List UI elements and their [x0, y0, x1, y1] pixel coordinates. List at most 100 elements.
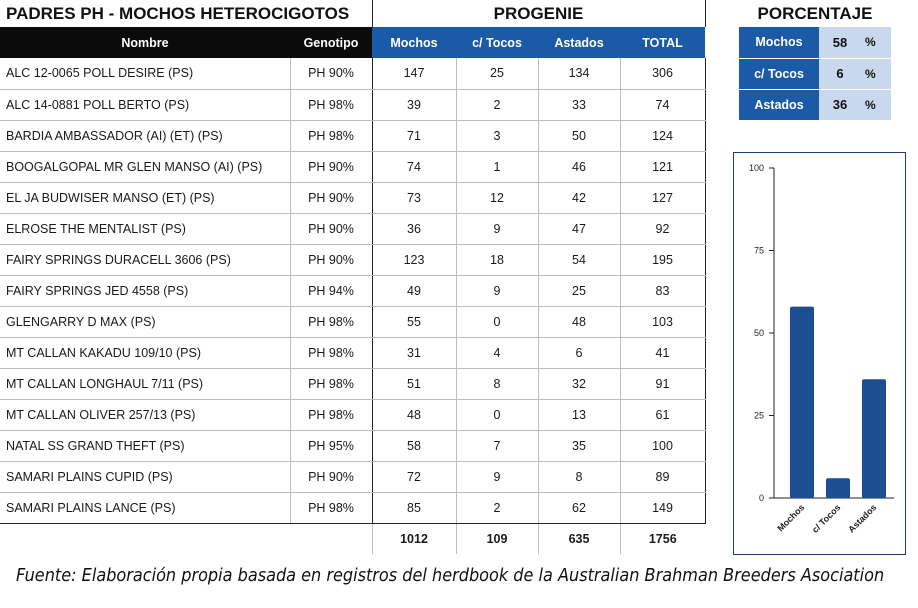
cell-total: 149 — [620, 492, 706, 524]
cell-total: 92 — [620, 213, 706, 245]
cell-tocos: 12 — [456, 182, 539, 214]
cell-nombre: MT CALLAN KAKADU 109/10 (PS) — [0, 337, 291, 369]
cell-total: 195 — [620, 244, 706, 276]
cell-genotipo: PH 98% — [290, 492, 373, 524]
cell-astados: 50 — [538, 120, 621, 152]
porcentaje-title: PORCENTAJE — [757, 4, 873, 23]
cell-mochos: 48 — [372, 399, 457, 431]
header-astados: Astados — [538, 27, 620, 58]
table-row: FAIRY SPRINGS DURACELL 3606 (PS) PH 90% 12… — [0, 244, 706, 276]
cell-tocos: 0 — [456, 399, 539, 431]
porcentaje-value: 58 — [819, 27, 861, 59]
table-body: ALC 12-0065 POLL DESIRE (PS) PH 90% 147 25 1… — [0, 58, 706, 524]
bar — [862, 379, 886, 498]
cell-mochos: 39 — [372, 89, 457, 121]
cell-mochos: 58 — [372, 430, 457, 462]
total-total: 1756 — [648, 531, 677, 546]
cell-tocos: 3 — [456, 120, 539, 152]
header-total: TOTAL — [620, 27, 705, 58]
cell-astados: 48 — [538, 306, 621, 338]
porcentaje-label: Astados — [739, 89, 819, 121]
cell-genotipo: PH 90% — [290, 58, 373, 90]
porcentaje-row: c/ Tocos 6 % — [739, 58, 891, 90]
table-title: PADRES PH - MOCHOS HETEROCIGOTOS — [0, 0, 373, 27]
cell-mochos: 73 — [372, 182, 457, 214]
cell-tocos: 4 — [456, 337, 539, 369]
cell-genotipo: PH 98% — [290, 89, 373, 121]
cell-mochos: 72 — [372, 461, 457, 493]
table-row: GLENGARRY D MAX (PS) PH 98% 55 0 48 103 — [0, 306, 706, 338]
porcentaje-label: c/ Tocos — [739, 58, 819, 90]
cell-tocos: 25 — [456, 58, 539, 90]
table-row: SAMARI PLAINS CUPID (PS) PH 90% 72 9 8 89 — [0, 461, 706, 493]
cell-genotipo: PH 98% — [290, 120, 373, 152]
cell-astados: 13 — [538, 399, 621, 431]
x-tick-label: Mochos — [775, 502, 806, 533]
porcentaje-unit: % — [861, 27, 891, 59]
cell-genotipo: PH 98% — [290, 368, 373, 400]
porcentaje-table: Mochos 58 % c/ Tocos 6 % Astados 36 % — [739, 27, 891, 121]
cell-astados: 62 — [538, 492, 621, 524]
cell-total: 100 — [620, 430, 706, 462]
cell-nombre: SAMARI PLAINS LANCE (PS) — [0, 492, 291, 524]
bar — [790, 306, 814, 498]
cell-mochos: 85 — [372, 492, 457, 524]
total-astados: 635 — [538, 523, 621, 554]
x-tick-label: c/ Tocos — [810, 502, 842, 534]
cell-nombre: ALC 14-0881 POLL BERTO (PS) — [0, 89, 291, 121]
cell-nombre: ELROSE THE MENTALIST (PS) — [0, 213, 291, 245]
table-row: ALC 14-0881 POLL BERTO (PS) PH 98% 39 2 33 74 — [0, 89, 706, 121]
porcentaje-value: 6 — [819, 58, 861, 90]
cell-tocos: 9 — [456, 213, 539, 245]
x-tick-label: Astados — [846, 502, 878, 534]
cell-tocos: 2 — [456, 89, 539, 121]
cell-mochos: 74 — [372, 151, 457, 183]
total-mochos: 1012 — [372, 523, 457, 554]
cell-mochos: 55 — [372, 306, 457, 338]
table-row: EL JA BUDWISER MANSO (ET) (PS) PH 90% 73 12… — [0, 182, 706, 214]
cell-astados: 35 — [538, 430, 621, 462]
table-row: MT CALLAN KAKADU 109/10 (PS) PH 98% 31 4 6 41 — [0, 337, 706, 369]
table-row: ALC 12-0065 POLL DESIRE (PS) PH 90% 147 25 1… — [0, 58, 706, 90]
cell-nombre: BARDIA AMBASSADOR (AI) (ET) (PS) — [0, 120, 291, 152]
y-tick-label: 75 — [754, 246, 764, 256]
cell-mochos: 31 — [372, 337, 457, 369]
totals-blank — [0, 523, 373, 554]
cell-astados: 46 — [538, 151, 621, 183]
table-row: MT CALLAN OLIVER 257/13 (PS) PH 98% 48 0 13 6… — [0, 399, 706, 431]
cell-nombre: GLENGARRY D MAX (PS) — [0, 306, 291, 338]
cell-genotipo: PH 98% — [290, 306, 373, 338]
progeny-table: PADRES PH - MOCHOS HETEROCIGOTOS PROGENI… — [0, 0, 706, 554]
porcentaje-value: 36 — [819, 89, 861, 121]
cell-total: 127 — [620, 182, 706, 214]
cell-mochos: 36 — [372, 213, 457, 245]
cell-genotipo: PH 90% — [290, 151, 373, 183]
cell-genotipo: PH 98% — [290, 337, 373, 369]
table-row: MT CALLAN LONGHAUL 7/11 (PS) PH 98% 51 8 32 9… — [0, 368, 706, 400]
porcentaje-label: Mochos — [739, 27, 819, 59]
cell-astados: 47 — [538, 213, 621, 245]
header-tocos: c/ Tocos — [456, 27, 538, 58]
cell-nombre: FAIRY SPRINGS JED 4558 (PS) — [0, 275, 291, 307]
table-row: ELROSE THE MENTALIST (PS) PH 90% 36 9 47 92 — [0, 213, 706, 245]
table-row: FAIRY SPRINGS JED 4558 (PS) PH 94% 49 9 25 83 — [0, 275, 706, 307]
chart-svg: 0 25 50 75 100 Mochos c/ Tocos Astados — [749, 163, 894, 535]
porcentaje-row: Mochos 58 % — [739, 27, 891, 59]
cell-astados: 32 — [538, 368, 621, 400]
title-row: PADRES PH - MOCHOS HETEROCIGOTOS PROGENI… — [0, 0, 706, 27]
cell-astados: 33 — [538, 89, 621, 121]
cell-tocos: 18 — [456, 244, 539, 276]
cell-total: 74 — [620, 89, 706, 121]
cell-total: 306 — [620, 58, 706, 90]
percentage-bar-chart: 0 25 50 75 100 Mochos c/ Tocos Astados — [733, 152, 906, 555]
header-mochos: Mochos — [372, 27, 456, 58]
cell-total: 103 — [620, 306, 706, 338]
header-nombre: Nombre — [0, 27, 290, 58]
cell-genotipo: PH 90% — [290, 213, 373, 245]
y-tick-label: 100 — [749, 163, 764, 173]
table-row: BOOGALGOPAL MR GLEN MANSO (AI) (PS) PH 90… — [0, 151, 706, 183]
cell-tocos: 7 — [456, 430, 539, 462]
cell-total: 83 — [620, 275, 706, 307]
cell-tocos: 8 — [456, 368, 539, 400]
cell-mochos: 51 — [372, 368, 457, 400]
